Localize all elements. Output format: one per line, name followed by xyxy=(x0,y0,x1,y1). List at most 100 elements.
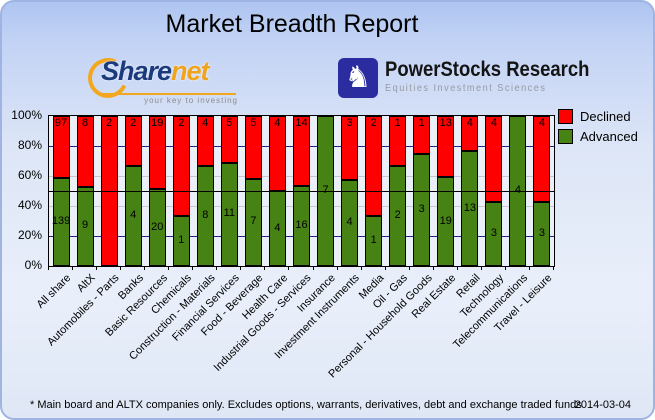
bar-value-advanced: 8 xyxy=(202,209,209,221)
bar-value-advanced: 4 xyxy=(346,216,353,229)
bar-value-declined: 2 xyxy=(106,117,113,129)
bar-value-declined: 13 xyxy=(439,117,452,129)
bar-value-declined: 1 xyxy=(394,117,401,129)
bar-segment-declined xyxy=(293,116,310,186)
x-axis-tick xyxy=(264,267,266,270)
bar-value-advanced: 16 xyxy=(295,219,308,231)
bar-value-declined: 4 xyxy=(490,117,497,129)
bar-segment-declined xyxy=(172,116,190,216)
footer-date: 2014-03-04 xyxy=(574,399,631,411)
bar-segment-declined xyxy=(461,116,479,152)
x-axis-tick xyxy=(192,267,194,270)
x-axis-tick xyxy=(528,267,530,270)
bar-segment-declined xyxy=(533,116,551,202)
sharenet-logo: Sharenet your key to investing xyxy=(82,52,246,108)
bar-value-declined: 1 xyxy=(418,117,425,129)
declined-swatch-icon xyxy=(558,109,573,124)
x-axis-tick xyxy=(384,267,386,270)
x-axis-tick xyxy=(336,267,338,270)
bar-segment-advanced xyxy=(461,151,479,266)
bar-value-advanced: 4 xyxy=(514,184,521,196)
advanced-swatch-icon xyxy=(558,129,573,144)
bar-value-advanced: 11 xyxy=(223,207,236,220)
bar-value-declined: 4 xyxy=(274,117,281,129)
bar-segment-advanced xyxy=(172,216,190,266)
bar-segment-advanced xyxy=(76,186,94,266)
bar-segment-declined xyxy=(244,116,262,179)
y-axis-label: 80% xyxy=(17,138,42,152)
bar-segment-advanced xyxy=(413,153,431,266)
x-axis-tick xyxy=(168,267,170,270)
sharenet-wordmark-share: Share xyxy=(101,56,172,86)
y-axis-label: 60% xyxy=(17,168,42,182)
bar-segment-declined xyxy=(413,116,431,154)
bar-value-declined: 2 xyxy=(370,117,377,129)
bar-segment-declined xyxy=(341,116,359,181)
bar-segment-advanced xyxy=(437,176,455,266)
bar-value-advanced: 3 xyxy=(538,226,546,239)
x-axis-tick xyxy=(288,267,290,270)
bar-segment-declined xyxy=(485,116,503,202)
bar-value-advanced: 19 xyxy=(439,214,452,227)
sharenet-wordmark-net: net xyxy=(171,56,209,86)
sharenet-tagline: your key to investing xyxy=(144,96,238,105)
bar-segment-declined xyxy=(437,116,455,177)
y-axis-label: 20% xyxy=(17,228,42,242)
bar-segment-advanced xyxy=(148,189,166,266)
bar-segment-advanced xyxy=(293,186,310,266)
bar-value-declined: 2 xyxy=(130,117,137,129)
x-axis-tick xyxy=(240,267,242,270)
bar-value-declined: 5 xyxy=(250,117,257,129)
legend-label-declined: Declined xyxy=(580,109,631,124)
bar-segment-declined xyxy=(389,116,407,166)
powerstocks-badge: ♞ xyxy=(338,58,378,98)
bar-value-declined: 4 xyxy=(466,117,473,129)
bar-value-advanced: 4 xyxy=(130,209,137,221)
reference-line-50pct xyxy=(49,191,554,192)
bar-value-declined: 4 xyxy=(202,117,209,129)
legend-item-declined: Declined xyxy=(558,109,638,124)
bar-value-advanced: 20 xyxy=(151,220,164,233)
sharenet-underline xyxy=(100,93,236,95)
x-axis-tick xyxy=(216,267,218,270)
plot-area: 97 139 8 9 2 2 4 19 20 2 1 4 8 5 11 5 7 4 4 14 16 7 3 4 2 1 1 2 1 3 13… xyxy=(48,115,555,267)
bar-segment-declined xyxy=(76,116,94,187)
bar-value-declined: 14 xyxy=(295,117,308,129)
bar-segment-advanced xyxy=(365,216,383,266)
bar-value-advanced: 1 xyxy=(178,234,185,246)
x-axis-tick xyxy=(432,267,434,270)
x-axis-tick xyxy=(553,267,554,270)
bar-value-advanced: 4 xyxy=(274,221,281,234)
footer-note: * Main board and ALTX companies only. Ex… xyxy=(30,399,582,411)
bar-value-declined: 2 xyxy=(178,117,185,129)
powerstocks-tagline: Equities Investment Sciences xyxy=(385,83,547,94)
x-axis-tick xyxy=(504,267,506,270)
x-axis-tick xyxy=(360,267,362,270)
bar-segment-declined xyxy=(268,116,286,191)
bar-segment-advanced xyxy=(341,180,359,266)
bar-value-advanced: 2 xyxy=(394,209,401,221)
bar-value-advanced: 139 xyxy=(51,214,71,227)
bar-value-advanced: 1 xyxy=(370,234,377,246)
bar-value-declined: 97 xyxy=(54,117,68,129)
powerstocks-logo: ♞ PowerStocks Research Equities Investme… xyxy=(338,58,617,98)
bar-segment-advanced xyxy=(485,201,503,266)
bar-segment-advanced xyxy=(220,162,238,266)
bar-value-advanced: 7 xyxy=(250,215,257,228)
bar-value-advanced: 3 xyxy=(490,226,497,239)
bar-segment-declined xyxy=(148,116,166,190)
chart-legend: Declined Advanced xyxy=(558,109,638,149)
bar-value-declined: 8 xyxy=(82,117,89,129)
bar-value-declined: 4 xyxy=(538,117,546,129)
bar-segment-declined xyxy=(52,116,70,178)
x-axis-tick xyxy=(456,267,458,270)
bar-value-declined: 3 xyxy=(346,117,353,129)
bar-value-advanced: 3 xyxy=(418,202,425,215)
x-axis-tick xyxy=(480,267,482,270)
bar-segment-advanced xyxy=(244,178,262,266)
bar-segment-declined xyxy=(124,116,142,166)
bar-segment-declined xyxy=(365,116,383,216)
knight-chess-icon: ♞ xyxy=(344,60,372,95)
x-axis-tick xyxy=(312,267,314,270)
